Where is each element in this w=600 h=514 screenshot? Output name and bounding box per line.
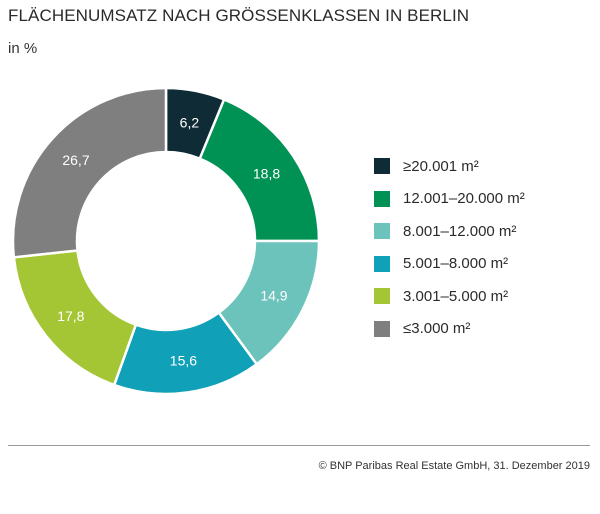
donut-slice-6 <box>11 86 168 259</box>
legend-label: ≥20.001 m² <box>403 157 479 175</box>
chart-title: FLÄCHENUMSATZ NACH GRÖSSENKLASSEN IN BER… <box>8 6 470 25</box>
slice-value-label-1: 6,2 <box>180 114 200 130</box>
legend-swatch <box>374 288 390 305</box>
legend-swatch <box>374 320 390 337</box>
chart-legend: ≥20.001 m² 12.001–20.000 m² 8.001–12.000 m… <box>374 150 525 345</box>
legend-item-6: ≤3.000 m² <box>374 313 525 346</box>
footer-divider <box>8 445 590 446</box>
slice-value-label-5: 17,8 <box>57 308 84 324</box>
slice-value-label-2: 18,8 <box>253 166 280 182</box>
donut-chart: 6,2 18,8 14,9 15,6 17,8 26,7 <box>11 86 321 396</box>
slice-value-label-3: 14,9 <box>260 288 287 304</box>
source-note: © BNP Paribas Real Estate GmbH, 31. Deze… <box>318 460 590 472</box>
legend-label: ≤3.000 m² <box>403 320 471 338</box>
legend-label: 8.001–12.000 m² <box>403 222 517 240</box>
legend-item-2: 12.001–20.000 m² <box>374 183 525 216</box>
legend-item-4: 5.001–8.000 m² <box>374 248 525 281</box>
legend-item-1: ≥20.001 m² <box>374 150 525 183</box>
legend-swatch <box>374 223 390 240</box>
legend-label: 12.001–20.000 m² <box>403 190 525 208</box>
chart-subtitle: in % <box>8 40 38 57</box>
slice-value-label-6: 26,7 <box>62 152 89 168</box>
legend-label: 5.001–8.000 m² <box>403 255 509 273</box>
legend-swatch <box>374 190 390 207</box>
slice-value-label-4: 15,6 <box>170 353 197 369</box>
legend-item-5: 3.001–5.000 m² <box>374 280 525 313</box>
legend-swatch <box>374 255 390 272</box>
legend-swatch <box>374 158 390 175</box>
legend-label: 3.001–5.000 m² <box>403 287 509 305</box>
legend-item-3: 8.001–12.000 m² <box>374 215 525 248</box>
